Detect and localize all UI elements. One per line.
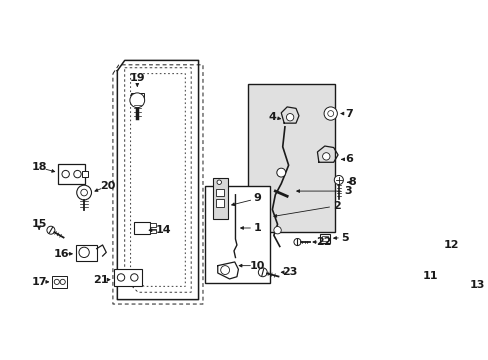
- Text: 15: 15: [31, 219, 47, 229]
- Text: 14: 14: [155, 225, 171, 235]
- Text: 2: 2: [332, 201, 340, 211]
- Circle shape: [324, 107, 337, 120]
- Circle shape: [387, 273, 396, 282]
- Circle shape: [334, 175, 343, 185]
- Bar: [81, 171, 88, 177]
- Circle shape: [47, 226, 55, 234]
- Circle shape: [276, 168, 285, 177]
- Bar: [76, 245, 97, 261]
- Text: 23: 23: [282, 267, 297, 277]
- Bar: [52, 276, 67, 288]
- Bar: [247, 84, 334, 232]
- Text: 1: 1: [253, 223, 261, 233]
- Circle shape: [286, 113, 293, 121]
- Circle shape: [425, 238, 434, 247]
- Circle shape: [79, 247, 89, 257]
- Circle shape: [322, 153, 329, 160]
- Circle shape: [130, 274, 138, 281]
- Text: 9: 9: [253, 193, 261, 203]
- Text: 20: 20: [100, 181, 115, 191]
- Bar: [133, 222, 149, 234]
- Circle shape: [54, 279, 59, 284]
- Circle shape: [62, 170, 69, 178]
- Circle shape: [293, 238, 301, 246]
- Text: 6: 6: [345, 154, 352, 164]
- Text: 17: 17: [31, 277, 47, 287]
- Text: 16: 16: [53, 249, 69, 259]
- Circle shape: [77, 185, 91, 200]
- Bar: [319, 234, 329, 243]
- Circle shape: [130, 93, 144, 108]
- Text: 3: 3: [343, 186, 351, 196]
- Text: 10: 10: [249, 261, 265, 271]
- Circle shape: [117, 274, 124, 281]
- Bar: [213, 178, 227, 219]
- Text: 18: 18: [31, 162, 47, 172]
- Circle shape: [273, 226, 281, 234]
- Text: 19: 19: [129, 73, 145, 83]
- Text: 5: 5: [341, 233, 348, 243]
- Bar: [58, 164, 85, 184]
- Circle shape: [448, 277, 464, 293]
- Circle shape: [81, 189, 87, 196]
- Bar: [321, 236, 327, 240]
- Text: 12: 12: [443, 240, 458, 250]
- Bar: [113, 269, 142, 286]
- Bar: [130, 93, 143, 100]
- Bar: [149, 229, 155, 233]
- Circle shape: [217, 180, 221, 184]
- Text: 8: 8: [347, 177, 355, 187]
- Bar: [149, 223, 155, 227]
- Circle shape: [60, 279, 65, 284]
- Circle shape: [258, 268, 266, 277]
- Text: 7: 7: [345, 109, 352, 118]
- Bar: [205, 186, 269, 283]
- Circle shape: [452, 281, 460, 288]
- Text: 21: 21: [93, 275, 109, 285]
- Bar: [216, 189, 223, 196]
- Text: 11: 11: [422, 271, 437, 281]
- Circle shape: [220, 266, 229, 275]
- Circle shape: [74, 170, 81, 178]
- Text: 22: 22: [316, 237, 331, 247]
- Bar: [216, 199, 223, 207]
- Text: 4: 4: [268, 112, 276, 122]
- Circle shape: [327, 111, 333, 117]
- Circle shape: [382, 269, 400, 286]
- Text: 13: 13: [468, 280, 484, 290]
